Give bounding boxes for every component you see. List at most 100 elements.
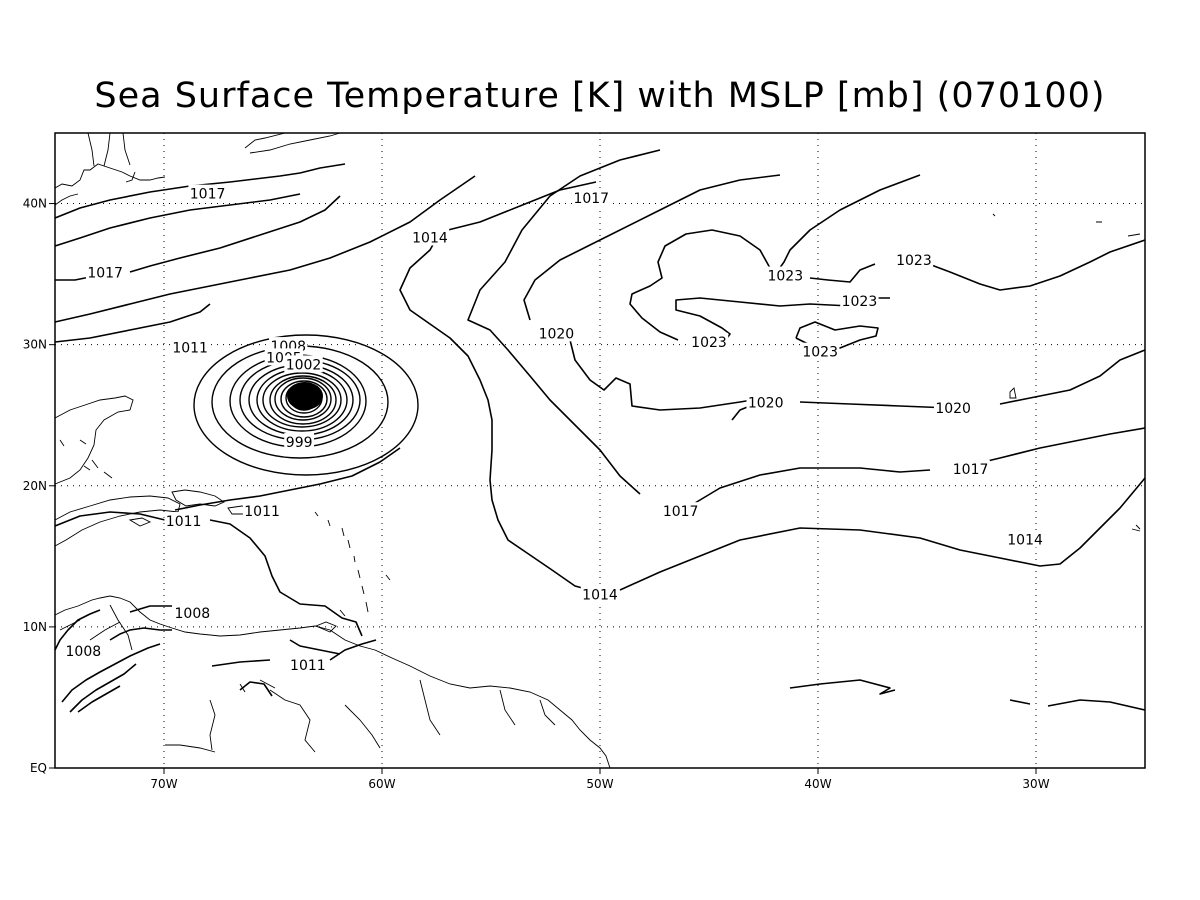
x-tick-label: 50W bbox=[586, 777, 613, 791]
isobar-ring bbox=[262, 372, 342, 428]
coastline-trinidad bbox=[314, 621, 337, 633]
isobar bbox=[809, 239, 1146, 291]
isobar bbox=[619, 477, 1146, 591]
isobar bbox=[69, 663, 137, 713]
contour-label: 1017 bbox=[573, 191, 609, 207]
isobar-ring bbox=[280, 380, 328, 418]
contour-label-bg bbox=[164, 512, 203, 530]
coastline-azores bbox=[992, 213, 1141, 399]
isobar bbox=[54, 175, 476, 323]
contour-label: 1023 bbox=[767, 269, 803, 285]
contour-label-bg bbox=[840, 291, 879, 309]
coastlines bbox=[54, 132, 1141, 769]
isobar bbox=[54, 163, 346, 219]
contour-label: 1017 bbox=[190, 187, 226, 203]
x-axis-ticks: 70W 60W 50W 40W 30W bbox=[150, 768, 1050, 791]
coastline-florida bbox=[54, 395, 134, 485]
contour-label: 1011 bbox=[290, 658, 326, 674]
x-tick-label: 40W bbox=[804, 777, 831, 791]
coastline-hispaniola bbox=[171, 489, 225, 507]
contour-label-bg bbox=[580, 585, 620, 603]
isobar bbox=[629, 229, 771, 341]
contour-label-bg bbox=[800, 342, 840, 360]
contour-label-bg bbox=[85, 263, 125, 281]
isobars bbox=[54, 149, 1146, 713]
isobar bbox=[689, 427, 1146, 507]
hurricane-core bbox=[287, 382, 323, 410]
contour-label: 1017 bbox=[953, 462, 989, 478]
isobar bbox=[54, 303, 211, 343]
y-tick-label: EQ bbox=[30, 761, 47, 775]
contour-label-bg bbox=[284, 433, 315, 451]
coastline-central-america bbox=[54, 595, 173, 651]
map-title: Sea Surface Temperature [K] with MSLP [m… bbox=[94, 76, 1106, 116]
contour-label-bg bbox=[572, 188, 611, 206]
isobar bbox=[1009, 699, 1146, 711]
isobar bbox=[77, 685, 121, 713]
contour-label: 1020 bbox=[935, 401, 971, 417]
y-tick-label: 40N bbox=[23, 197, 47, 211]
coastline-south-america bbox=[165, 625, 611, 769]
coastline-cuba bbox=[54, 495, 181, 547]
contour-label-bg bbox=[951, 459, 990, 477]
isobar bbox=[109, 627, 172, 641]
isobar bbox=[289, 639, 341, 655]
y-axis-ticks: EQ 10N 20N 30N 40N bbox=[23, 197, 55, 775]
x-tick-label: 70W bbox=[150, 777, 177, 791]
coastline-bahamas bbox=[59, 439, 113, 479]
contour-label: 1011 bbox=[244, 504, 280, 520]
coastline-jamaica bbox=[128, 517, 152, 527]
contour-label: 1014 bbox=[412, 230, 448, 246]
contour-label-bg bbox=[1005, 530, 1045, 548]
x-tick-label: 30W bbox=[1022, 777, 1049, 791]
contour-label-bg bbox=[689, 332, 729, 350]
contour-label-bg bbox=[766, 266, 805, 284]
contour-label-bg bbox=[288, 655, 328, 673]
contour-label: 1008 bbox=[66, 644, 102, 660]
contour-label: 1011 bbox=[172, 340, 208, 356]
coastline-cape-verde bbox=[1131, 524, 1141, 532]
isobar-ring bbox=[274, 377, 332, 421]
y-tick-label: 10N bbox=[23, 620, 47, 634]
contour-label-bg bbox=[242, 502, 282, 520]
isobar bbox=[239, 681, 273, 697]
coastline-northeast-us bbox=[54, 132, 166, 206]
contour-label: 1002 bbox=[286, 357, 322, 373]
x-tick-label: 60W bbox=[368, 777, 395, 791]
contour-label: 1014 bbox=[1007, 532, 1043, 548]
contour-label-bg bbox=[284, 355, 323, 373]
contour-label-bg bbox=[170, 338, 210, 356]
contour-label-bg bbox=[661, 502, 700, 520]
contour-label: 1008 bbox=[175, 606, 211, 622]
contour-label: 1014 bbox=[582, 587, 618, 603]
isobar bbox=[54, 605, 172, 651]
contour-label-bg bbox=[537, 324, 576, 342]
contour-label: 1011 bbox=[166, 514, 202, 530]
contour-label-bg bbox=[894, 251, 934, 268]
contour-label-bg bbox=[188, 184, 227, 202]
isobar bbox=[467, 149, 661, 495]
isobar bbox=[174, 447, 401, 511]
isobar bbox=[54, 193, 341, 273]
contour-label-bg bbox=[173, 603, 212, 621]
coastline-nova-scotia bbox=[244, 132, 341, 154]
contour-label: 1023 bbox=[896, 253, 932, 269]
y-tick-label: 30N bbox=[23, 338, 47, 352]
contour-label-bg bbox=[746, 393, 785, 411]
contour-label: 1023 bbox=[842, 294, 878, 310]
contour-label: 1023 bbox=[691, 335, 727, 351]
contour-label: 1017 bbox=[663, 504, 699, 520]
contour-label: 1023 bbox=[802, 345, 838, 361]
contour-label-bg bbox=[64, 641, 103, 659]
isobar-ring bbox=[193, 334, 419, 476]
coastline-lesser-antilles bbox=[314, 511, 391, 617]
y-tick-label: 20N bbox=[23, 479, 47, 493]
isobar bbox=[211, 639, 377, 667]
isobar bbox=[54, 511, 363, 637]
isobar bbox=[789, 679, 896, 695]
isobar-ring bbox=[269, 375, 337, 425]
isobar bbox=[773, 174, 921, 277]
contour-label: 1020 bbox=[539, 326, 575, 342]
